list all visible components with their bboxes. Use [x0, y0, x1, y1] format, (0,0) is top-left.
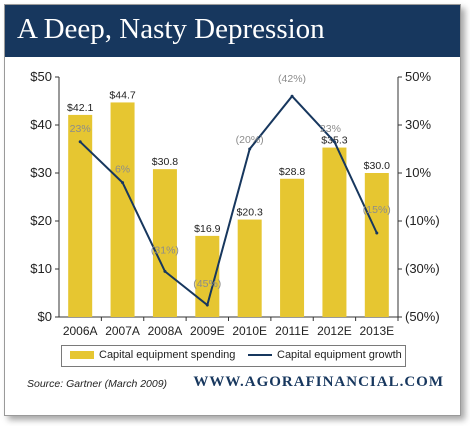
bar-value-label: $30.8 — [152, 156, 178, 168]
growth-value-label: (42%) — [278, 73, 306, 85]
growth-point — [332, 140, 336, 144]
growth-point — [205, 303, 209, 307]
chart-plot: $0 $10 $20 $30 $40 $50 (50%) (30%) (10%) 10% 30% 50… — [30, 69, 440, 338]
x-tick-label: 2007A — [105, 324, 140, 338]
y-right-tick-label: (50%) — [405, 309, 440, 324]
bar-value-label: $42.1 — [67, 102, 93, 114]
title-bar: A Deep, Nasty Depression — [5, 5, 460, 57]
y-left-tick-label: $50 — [30, 69, 52, 84]
x-tick-label: 2012E — [317, 324, 352, 338]
growth-value-label: (15%) — [363, 204, 391, 216]
bar — [68, 114, 93, 317]
legend-label-growth: Capital equipment growth — [277, 349, 402, 361]
growth-value-label: 23% — [70, 123, 91, 135]
growth-point — [163, 269, 167, 273]
bar — [237, 219, 262, 317]
bar-value-label: $28.8 — [279, 166, 305, 178]
chart-title: A Deep, Nasty Depression — [17, 13, 325, 45]
website-link[interactable]: WWW.AGORAFINANCIAL.COM — [193, 374, 444, 390]
legend-swatch-bar — [70, 351, 94, 360]
growth-value-label: 23% — [320, 123, 341, 135]
bar — [152, 169, 177, 317]
x-tick-label: 2009E — [190, 324, 225, 338]
legend-swatch-line — [248, 354, 272, 357]
chart-frame: A Deep, Nasty Depression $0 $10 $20 $30 $40 $… — [4, 4, 461, 416]
x-tick-label: 2008A — [148, 324, 183, 338]
x-tick-label: 2013E — [359, 324, 394, 338]
bar-value-label: $44.7 — [109, 89, 135, 101]
y-right-tick-label: (30%) — [405, 261, 440, 276]
growth-point — [248, 147, 252, 151]
bar — [322, 147, 347, 317]
growth-line — [79, 94, 378, 307]
x-tick-label: 2011E — [275, 324, 309, 338]
legend-label-spending: Capital equipment spending — [99, 349, 236, 361]
y-right-tick-label: 50% — [405, 69, 431, 84]
growth-value-label: 6% — [115, 164, 130, 176]
y-right-tick-label: 10% — [405, 165, 431, 180]
growth-point — [290, 94, 294, 98]
y-right-tick-label: (10%) — [405, 213, 440, 228]
bar — [110, 102, 135, 317]
bar — [364, 173, 389, 317]
legend-item-growth: Capital equipment growth — [248, 349, 402, 361]
growth-point — [375, 231, 379, 235]
bar-value-label: $30.0 — [364, 160, 390, 172]
growth-value-label: (31%) — [151, 244, 179, 256]
y-left-tick-label: $40 — [30, 117, 52, 132]
chart-legend: Capital equipment spending Capital equip… — [61, 345, 406, 367]
bar-value-label: $16.9 — [194, 223, 220, 235]
growth-value-label: (20%) — [236, 134, 264, 146]
y-left-tick-label: $30 — [30, 165, 52, 180]
growth-point — [78, 140, 82, 144]
x-tick-label: 2010E — [232, 324, 267, 338]
source-note: Source: Gartner (March 2009) — [27, 378, 168, 390]
x-tick-label: 2006A — [63, 324, 98, 338]
growth-point — [121, 181, 125, 185]
y-left-tick-label: $10 — [30, 261, 52, 276]
legend-item-spending: Capital equipment spending — [70, 349, 235, 361]
growth-value-label: (45%) — [193, 278, 221, 290]
y-left-tick-label: $0 — [38, 309, 52, 324]
bar — [280, 178, 305, 317]
y-right-tick-label: 30% — [405, 117, 431, 132]
y-left-tick-label: $20 — [30, 213, 52, 228]
bar-value-label: $20.3 — [237, 207, 263, 219]
